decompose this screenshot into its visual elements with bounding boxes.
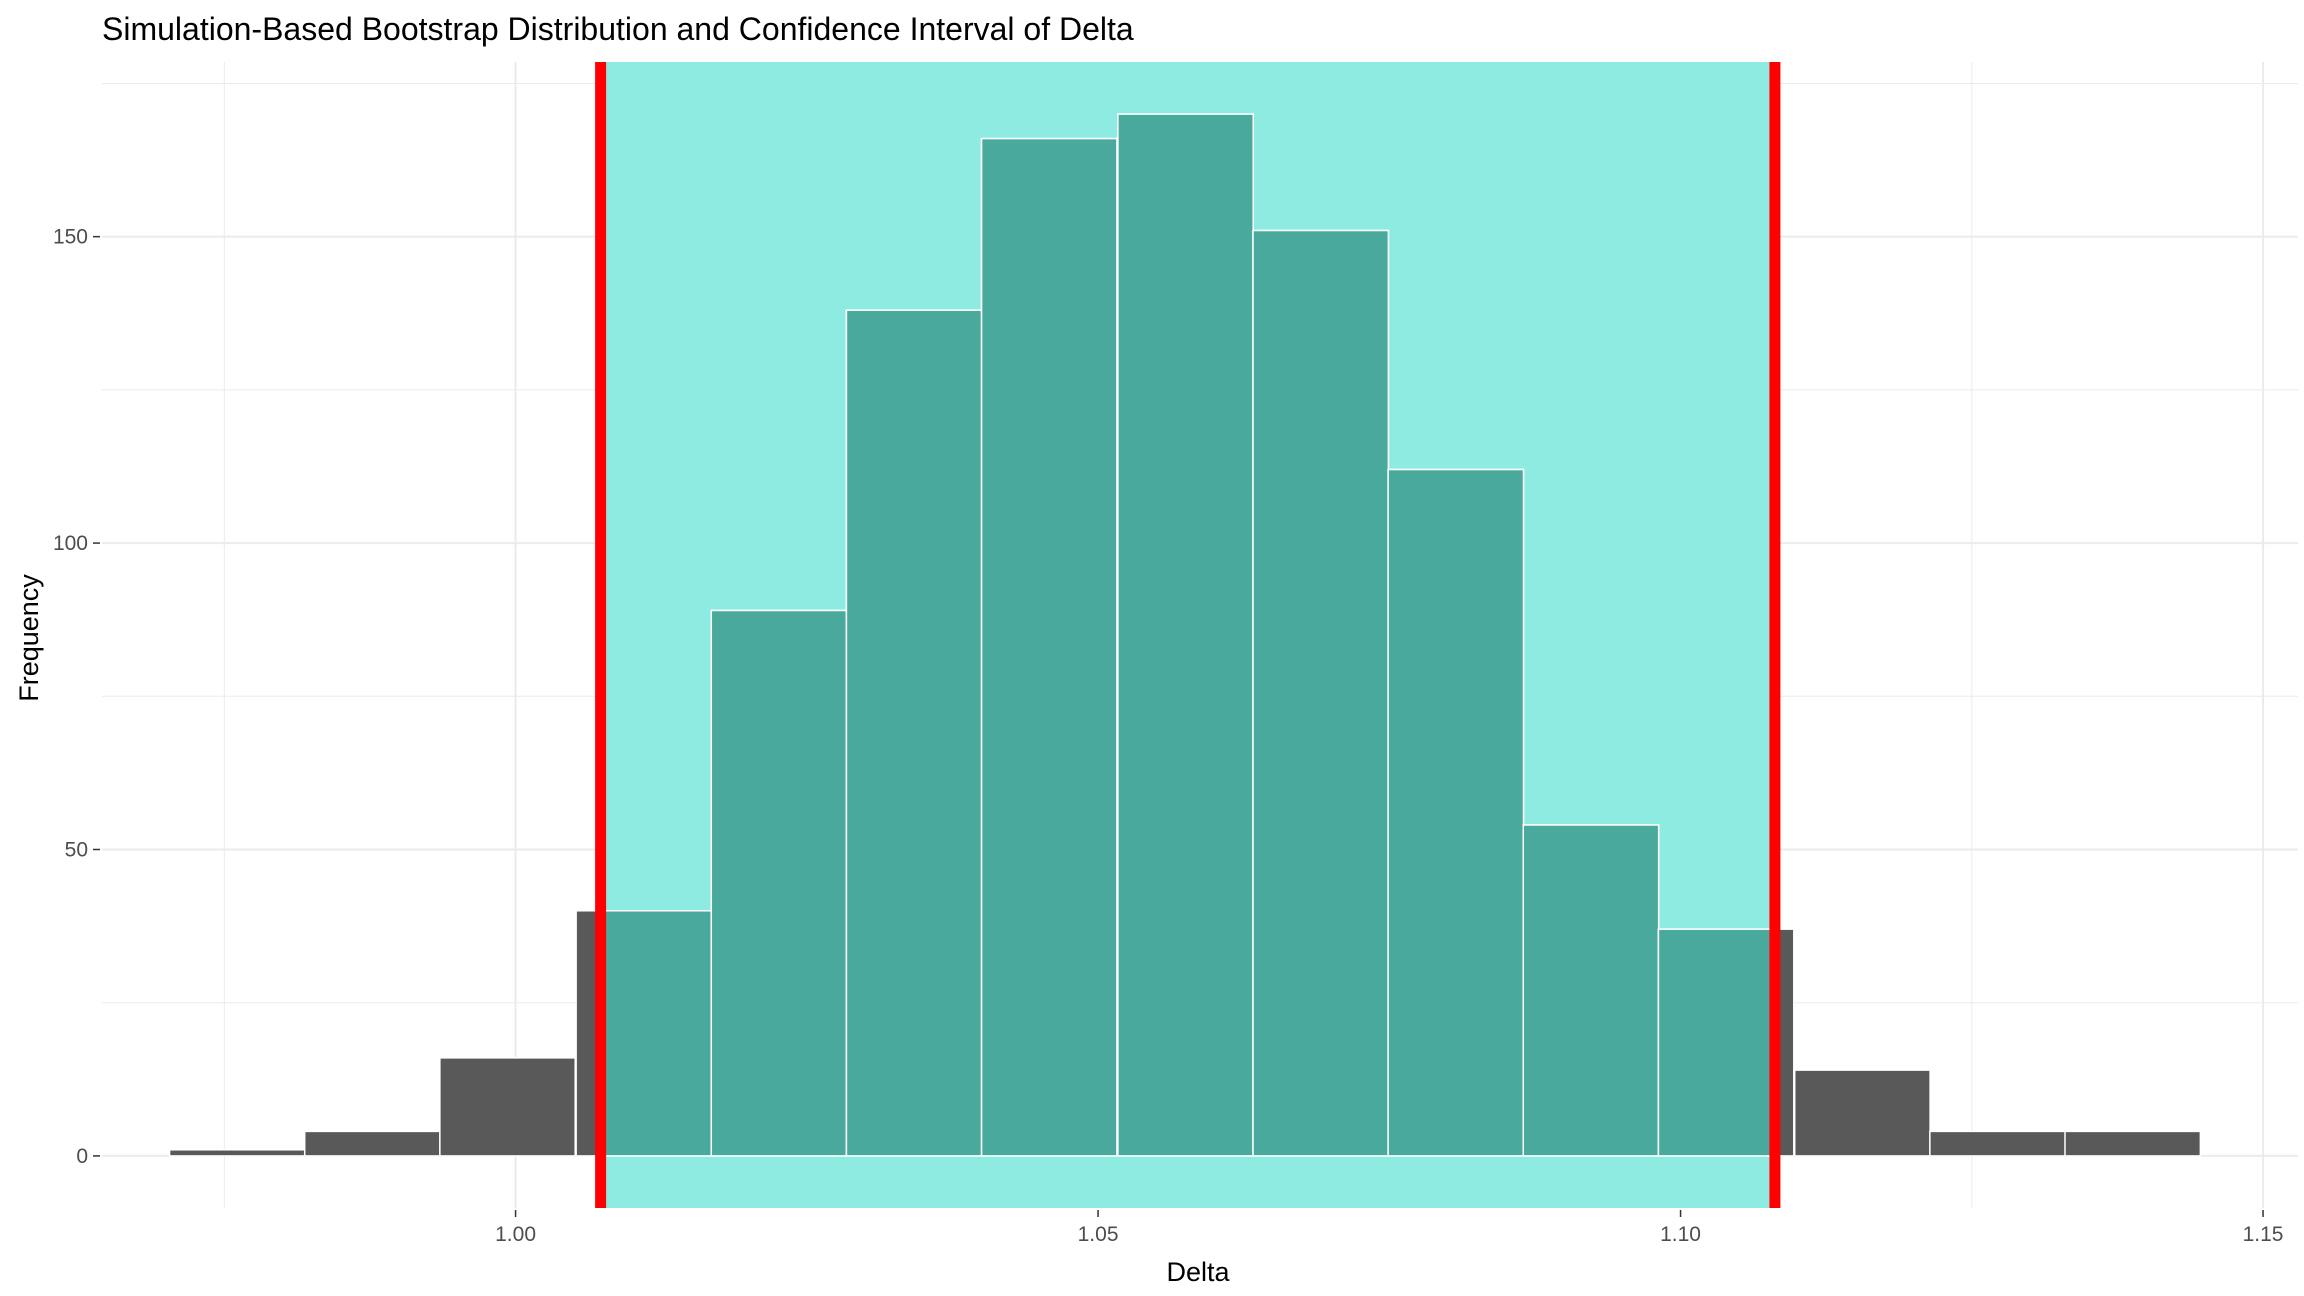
y-axis-ticks: 0 50 100 150	[53, 226, 100, 1168]
histogram-bar	[303, 1130, 441, 1157]
x-tick-label: 1.05	[1078, 1223, 1119, 1246]
histogram-bar	[1929, 1130, 2066, 1157]
y-axis-title: Frequency	[14, 574, 44, 702]
histogram-bar-in-interval	[710, 609, 848, 1157]
y-tick-label: 100	[53, 532, 88, 555]
confidence-interval-lines	[595, 62, 1781, 1208]
histogram-bar	[168, 1149, 306, 1157]
histogram-bar-in-interval	[1252, 229, 1390, 1157]
y-tick-label: 150	[53, 226, 88, 249]
histogram-bar	[1793, 1069, 1931, 1157]
histogram-bar-in-interval	[599, 910, 713, 1157]
histogram-bars	[168, 113, 2202, 1157]
x-tick-label: 1.15	[2243, 1223, 2284, 1246]
histogram-bar-in-interval	[980, 137, 1118, 1157]
histogram-bar-in-interval	[1387, 468, 1525, 1157]
y-tick-label: 0	[76, 1145, 88, 1168]
y-tick-label: 50	[65, 838, 88, 861]
x-axis-ticks: 1.00 1.05 1.10 1.15	[495, 1210, 2283, 1246]
histogram-bar	[439, 1057, 576, 1157]
histogram-bar-in-interval	[1522, 824, 1660, 1157]
histogram-bar-in-interval	[1657, 928, 1776, 1157]
chart-title: Simulation-Based Bootstrap Distribution …	[102, 11, 1134, 47]
x-tick-label: 1.10	[1660, 1223, 1701, 1246]
histogram-bar	[2064, 1130, 2202, 1157]
histogram-bar-in-interval	[1117, 113, 1254, 1157]
x-tick-label: 1.00	[495, 1223, 536, 1246]
histogram-bar-in-interval	[845, 309, 983, 1157]
x-axis-title: Delta	[1166, 1257, 1230, 1287]
